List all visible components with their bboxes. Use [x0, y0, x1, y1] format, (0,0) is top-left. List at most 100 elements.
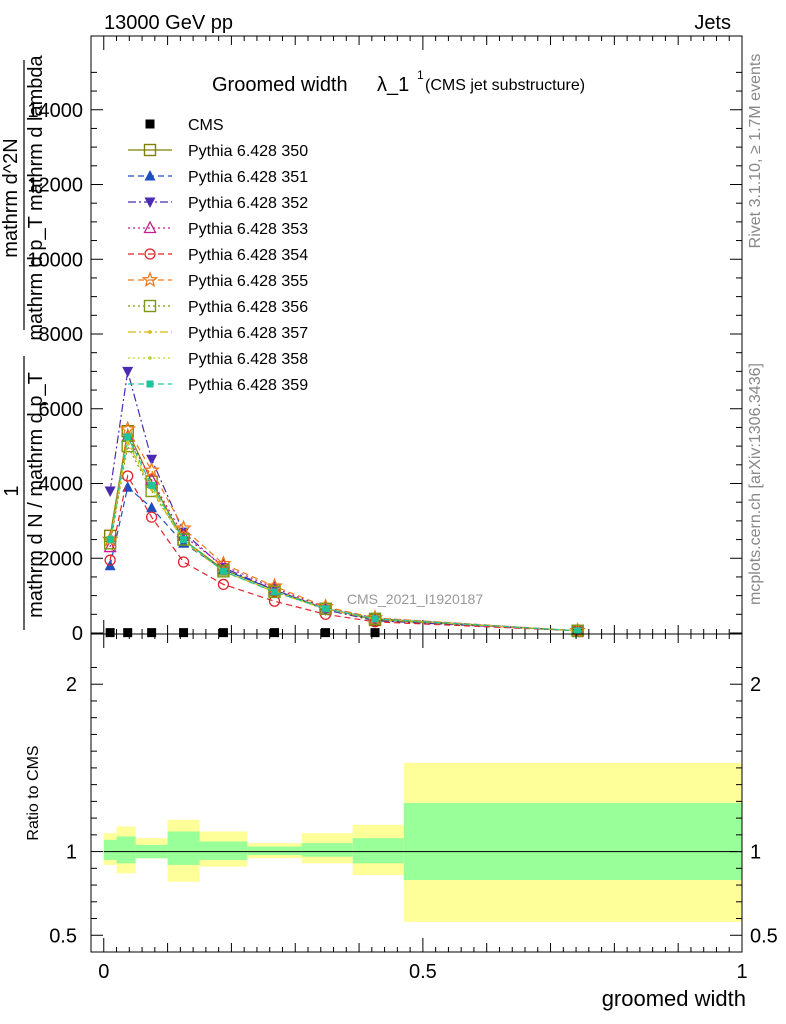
legend-item: Pythia 6.428 352 — [128, 195, 308, 212]
series-2-point — [146, 501, 158, 513]
stat-uncertainty-band — [167, 831, 200, 865]
series-6-point — [119, 420, 137, 437]
series-0-point — [269, 628, 279, 638]
legend-marker — [145, 119, 155, 129]
legend-marker — [148, 330, 152, 334]
series-10-point — [124, 433, 132, 441]
ratio-y-tick-label-right: 0.5 — [750, 925, 778, 947]
header-left: 13000 GeV pp — [104, 12, 233, 34]
series-7-point — [319, 602, 332, 615]
legend-label: Pythia 6.428 351 — [188, 169, 308, 186]
series-10-point — [180, 536, 188, 544]
series-6-point — [143, 461, 161, 478]
series-10-point — [574, 627, 582, 635]
ratio-frame — [90, 633, 743, 953]
series-7 — [103, 439, 584, 637]
series-7-point — [268, 585, 281, 599]
legend-item: Pythia 6.428 357 — [128, 325, 308, 342]
ratio-y-tick-label: 2 — [66, 674, 77, 696]
series-3-point — [104, 486, 116, 497]
series-10-point — [106, 536, 114, 544]
legend-label: Pythia 6.428 353 — [188, 221, 308, 238]
ratio-y-tick-label-right: 1 — [750, 842, 761, 864]
series-3 — [104, 366, 584, 637]
mcplots-label: mcplots.cern.ch [arXiv:1306.3436] — [747, 363, 764, 605]
stat-uncertainty-band — [301, 843, 353, 857]
x-tick-label: 0 — [98, 961, 109, 983]
series-10-point — [270, 588, 278, 596]
series-10-point — [322, 605, 330, 613]
y-tick-label: 14000 — [27, 100, 83, 122]
legend-marker — [146, 380, 154, 388]
series-10-point — [148, 481, 156, 489]
series-0 — [105, 628, 583, 638]
legend-item: Pythia 6.428 353 — [128, 220, 308, 238]
series-3-point — [122, 366, 134, 378]
series-4 — [103, 429, 585, 636]
ratio-ylabel: Ratio to CMS — [25, 745, 42, 840]
stat-uncertainty-band — [103, 839, 117, 860]
series-10-point — [219, 567, 227, 575]
legend-item: Pythia 6.428 350 — [128, 143, 308, 160]
series-5-point — [177, 556, 190, 568]
main-ylabel: 1 mathrm d N / mathrm d p_T mathrm d^2N … — [0, 54, 47, 630]
legend-marker — [143, 143, 157, 157]
legend-label: CMS — [188, 117, 224, 134]
chart-subtitle: (CMS jet substructure) — [425, 77, 585, 94]
legend-item: Pythia 6.428 351 — [128, 169, 308, 186]
legend-item: Pythia 6.428 359 — [128, 377, 308, 394]
ylabel-prefix-num: 1 — [1, 485, 23, 496]
series-5 — [104, 470, 584, 637]
series-9 — [108, 438, 580, 633]
chart-title-symbol: λ_1 — [377, 74, 409, 96]
x-tick-label: 0.5 — [409, 961, 437, 983]
ratio-bands — [103, 762, 742, 922]
series-10 — [106, 433, 582, 635]
series-7-point — [177, 533, 190, 546]
main-plot: 0 2000 4000 6000 8000 10000 12000 14000 CMS_202… — [27, 35, 743, 645]
watermark: CMS_2021_I1920187 — [347, 591, 483, 607]
series-5-point — [145, 511, 158, 523]
series-6-point — [215, 555, 232, 571]
series-0-point — [105, 628, 115, 638]
main-series-layer — [101, 366, 586, 638]
legend-label: Pythia 6.428 355 — [188, 273, 308, 290]
y-tick-label: 8000 — [39, 324, 84, 346]
stat-uncertainty-band — [199, 841, 248, 860]
legend-marker — [148, 356, 152, 360]
ratio-plot: 0.5 0.51 12 2 0 0.5 1 Ratio to CMS groomed wi… — [25, 633, 778, 1011]
legend-item: Pythia 6.428 358 — [128, 351, 308, 368]
legend: CMS Pythia 6.428 350 Pythia 6.428 351 Pythi… — [128, 117, 308, 394]
series-7-point — [571, 624, 584, 637]
rivet-label: Rivet 3.1.10, ≥ 1.7M events — [747, 54, 764, 249]
series-10-line — [109, 434, 578, 632]
legend-marker — [143, 220, 157, 234]
legend-marker — [143, 299, 157, 313]
series-0-point — [321, 628, 331, 638]
stat-uncertainty-band — [247, 846, 302, 855]
ylabel-denominator: mathrm d p_T mathrm d lambda — [25, 54, 47, 340]
series-5-point — [104, 554, 116, 566]
legend-item: Pythia 6.428 354 — [128, 247, 308, 264]
legend-label: Pythia 6.428 354 — [188, 247, 308, 264]
series-0-point — [370, 628, 380, 638]
x-tick-label: 1 — [736, 961, 747, 983]
legend-label: Pythia 6.428 350 — [188, 143, 308, 160]
chart-title-superscript: 1 — [417, 68, 424, 82]
stat-uncertainty-band — [352, 838, 404, 864]
legend-label: Pythia 6.428 357 — [188, 325, 308, 342]
ylabel-prefix-den: mathrm d N / mathrm d p_T — [25, 372, 47, 618]
series-7-point — [217, 565, 230, 578]
y-tick-label: 0 — [72, 623, 83, 645]
series-5-line — [109, 474, 578, 632]
legend-marker — [144, 248, 156, 260]
y-tick-label: 6000 — [39, 399, 84, 421]
stat-uncertainty-band — [116, 836, 136, 864]
ratio-xlabel: groomed width — [602, 986, 746, 1011]
series-1 — [103, 424, 584, 637]
main-y-axis: 0 2000 4000 6000 8000 10000 12000 14000 — [27, 36, 743, 645]
series-8 — [108, 440, 580, 633]
legend-item: Pythia 6.428 355 — [128, 271, 308, 290]
ratio-y-tick-label: 1 — [66, 842, 77, 864]
